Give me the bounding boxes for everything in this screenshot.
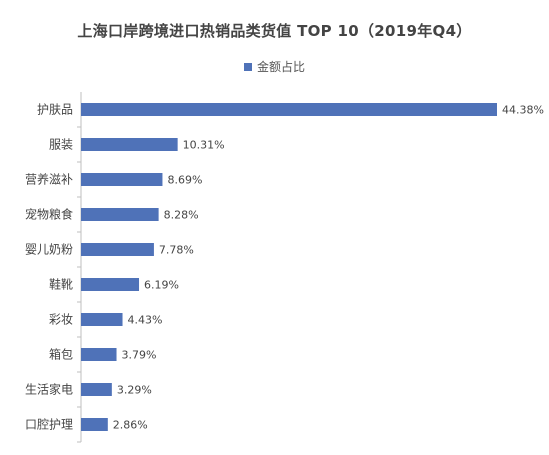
- bar: [81, 208, 159, 221]
- category-label: 箱包: [49, 347, 73, 362]
- data-label: 44.38%: [502, 104, 544, 117]
- data-label: 7.78%: [159, 244, 194, 257]
- chart-legend: 金额占比: [0, 58, 549, 75]
- data-label: 6.19%: [144, 279, 179, 292]
- bar: [81, 418, 108, 431]
- bar: [81, 348, 117, 361]
- legend-label: 金额占比: [256, 60, 305, 74]
- category-label: 护肤品: [37, 102, 73, 117]
- category-label: 彩妆: [49, 313, 73, 327]
- category-label: 婴儿奶粉: [25, 243, 73, 257]
- bar: [81, 313, 123, 326]
- category-label: 服装: [49, 138, 73, 152]
- bar: [81, 383, 112, 396]
- category-label: 营养滋补: [25, 172, 73, 187]
- data-label: 3.29%: [117, 384, 152, 397]
- category-label: 口腔护理: [25, 417, 73, 432]
- data-label: 4.43%: [128, 314, 163, 327]
- category-label: 生活家电: [25, 382, 73, 397]
- bar: [81, 278, 140, 291]
- category-label: 鞋靴: [49, 277, 73, 292]
- chart-title: 上海口岸跨境进口热销品类货值 TOP 10（2019年Q4）: [77, 22, 472, 40]
- data-label: 2.86%: [113, 419, 148, 432]
- data-label: 8.28%: [164, 209, 199, 222]
- bar: [81, 103, 497, 116]
- category-label: 宠物粮食: [25, 207, 73, 222]
- legend-swatch: [243, 62, 252, 71]
- data-label: 10.31%: [183, 139, 225, 152]
- data-label: 8.69%: [167, 174, 202, 187]
- bar: [81, 243, 154, 256]
- data-label: 3.79%: [122, 349, 157, 362]
- bar: [81, 138, 178, 151]
- bar: [81, 173, 163, 186]
